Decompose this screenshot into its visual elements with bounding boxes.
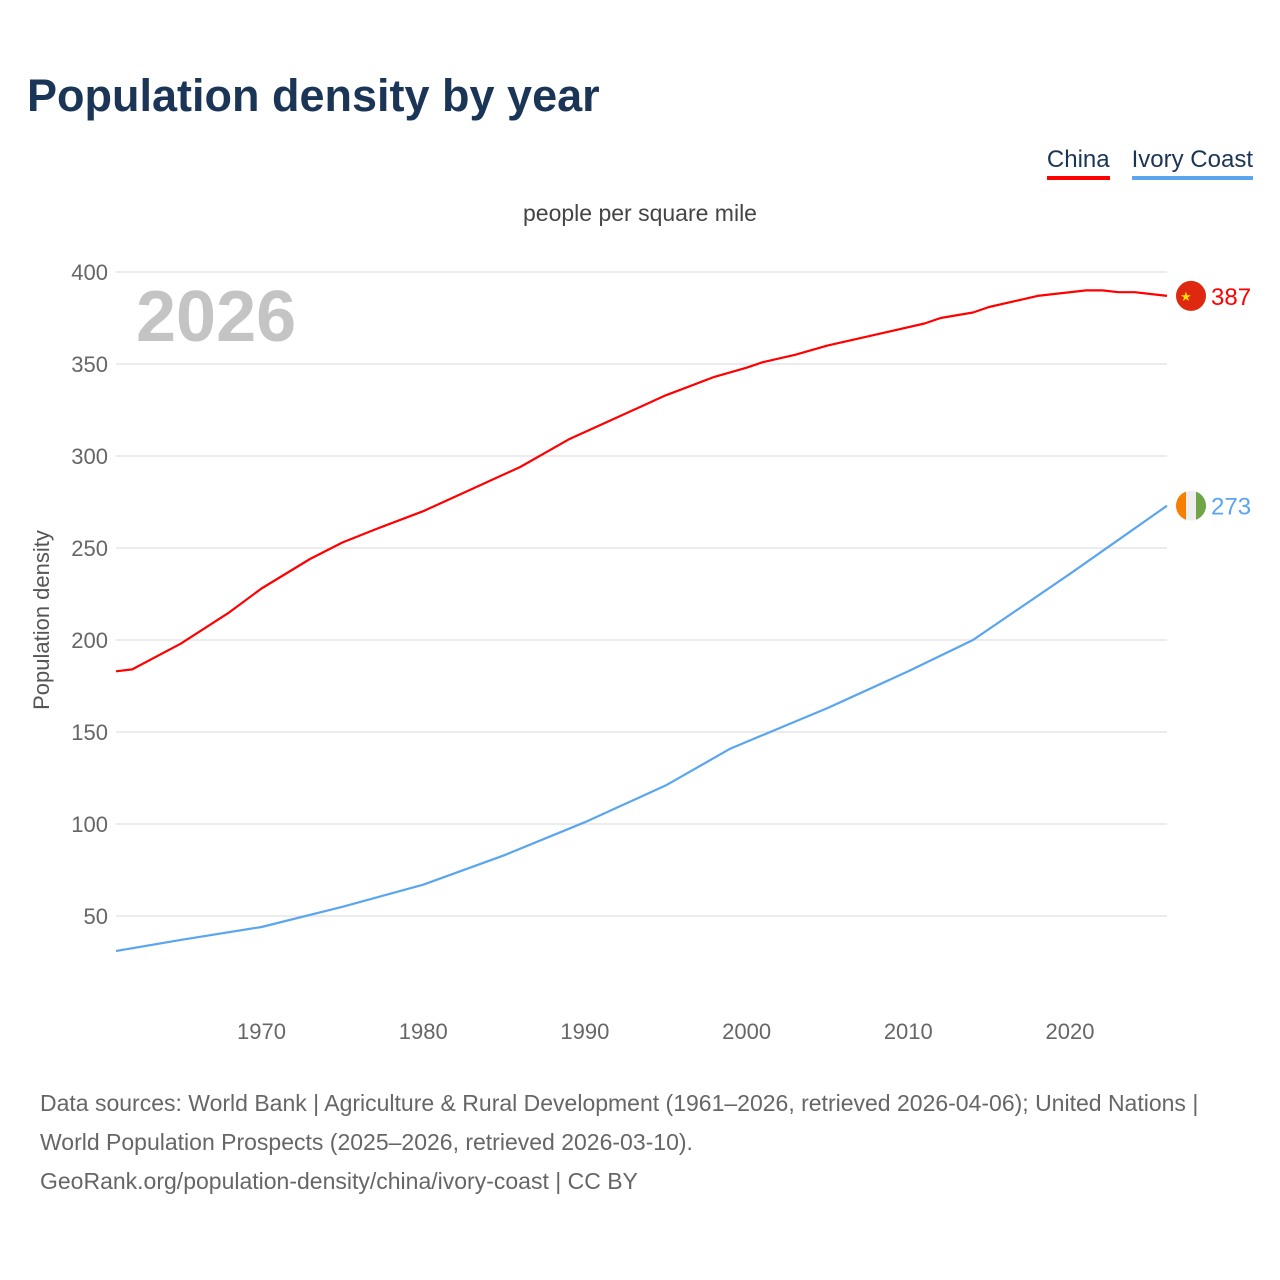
x-tick-label: 1990 — [560, 1019, 609, 1044]
chart-title: Population density by year — [27, 70, 600, 121]
china-flag-star-icon: ★ — [1180, 289, 1192, 304]
y-tick-label: 50 — [84, 904, 108, 929]
footer: Data sources: World Bank | Agriculture &… — [40, 1084, 1250, 1201]
x-tick-label: 1970 — [237, 1019, 286, 1044]
series-line-china — [115, 289, 1168, 673]
china-flag-icon — [1176, 280, 1206, 311]
y-tick-label: 100 — [71, 812, 108, 837]
end-value-label: 273 — [1211, 494, 1251, 521]
data-sources: Data sources: World Bank | Agriculture &… — [40, 1090, 1199, 1155]
y-tick-label: 350 — [71, 352, 108, 377]
ivory-coast-flag-icon — [1176, 490, 1206, 521]
source-link[interactable]: GeoRank.org/population-density/china/ivo… — [40, 1168, 638, 1194]
x-tick-label: 2010 — [884, 1019, 933, 1044]
year-watermark: 2026 — [136, 277, 296, 357]
y-tick-label: 400 — [71, 260, 108, 285]
legend: China Ivory Coast — [1046, 146, 1253, 180]
legend-china[interactable]: China — [1046, 146, 1110, 180]
y-tick-label: 150 — [71, 720, 108, 745]
legend-ivory-coast[interactable]: Ivory Coast — [1131, 146, 1253, 180]
x-tick-label: 1980 — [399, 1019, 448, 1044]
chart-subtitle: people per square mile — [523, 200, 757, 226]
x-tick-label: 2020 — [1046, 1019, 1095, 1044]
end-value-label: 387 — [1211, 284, 1251, 311]
y-tick-label: 250 — [71, 536, 108, 561]
y-tick-label: 300 — [71, 444, 108, 469]
y-tick-label: 200 — [71, 628, 108, 653]
x-tick-label: 2000 — [722, 1019, 771, 1044]
series-line-ivory-coast — [115, 504, 1168, 953]
